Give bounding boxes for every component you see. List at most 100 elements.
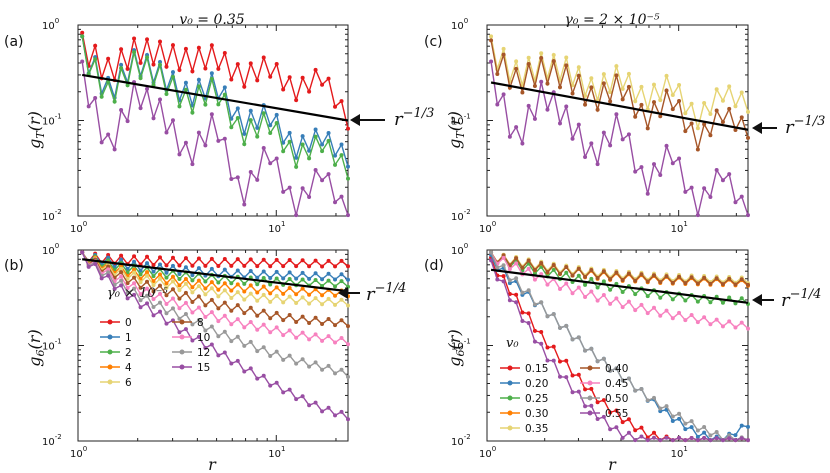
data-point [708, 112, 713, 117]
data-point [601, 414, 606, 419]
data-point [281, 264, 286, 269]
data-point [300, 330, 305, 335]
series-2 [80, 34, 350, 181]
data-point [235, 175, 240, 180]
data-point [229, 361, 234, 366]
data-point [125, 296, 130, 301]
data-point [151, 289, 156, 294]
series-10 [80, 250, 350, 347]
data-point [614, 112, 619, 117]
data-point [196, 334, 201, 339]
data-point [112, 286, 117, 291]
data-point [294, 319, 299, 324]
data-point [595, 400, 600, 405]
data-point [190, 299, 195, 304]
data-point [551, 59, 556, 64]
legend-item: 2 [100, 347, 132, 359]
data-point [583, 295, 588, 300]
data-point [495, 102, 500, 107]
legend-item: 0.25 [500, 393, 548, 405]
series-line [490, 36, 749, 129]
legend-item: 6 [100, 377, 132, 389]
data-point [157, 300, 162, 305]
data-point [261, 345, 266, 350]
data-point [746, 424, 750, 429]
data-point [326, 271, 331, 276]
data-point [633, 308, 638, 313]
data-point [196, 84, 201, 89]
data-point [222, 51, 227, 56]
data-point [339, 279, 344, 284]
data-point [132, 286, 137, 291]
data-point [664, 308, 669, 313]
data-point [242, 142, 247, 147]
data-point [589, 386, 594, 391]
data-point [677, 98, 682, 103]
data-point [157, 255, 162, 260]
data-point [307, 148, 312, 153]
data-point [106, 270, 111, 275]
data-point [520, 310, 525, 315]
data-point [145, 254, 150, 259]
data-point [307, 301, 312, 306]
data-point [658, 114, 663, 119]
legend-label: 8 [197, 317, 204, 329]
data-point [539, 51, 544, 56]
data-point [501, 274, 506, 279]
data-point [545, 107, 550, 112]
data-point [551, 267, 556, 272]
data-point [287, 139, 292, 144]
data-point [333, 371, 338, 376]
data-point [670, 107, 675, 112]
data-point [702, 425, 707, 430]
data-point [145, 86, 150, 91]
data-point [125, 119, 130, 124]
data-point [714, 108, 719, 113]
data-point [614, 366, 619, 371]
data-point [526, 288, 531, 293]
legend-item: 0.45 [580, 378, 628, 390]
data-point [287, 258, 292, 263]
data-point [346, 164, 350, 169]
data-point [235, 282, 240, 287]
data-point [209, 71, 214, 76]
data-point [300, 142, 305, 147]
panel-label: (b) [4, 258, 24, 274]
data-point [99, 140, 104, 145]
data-point [287, 270, 292, 275]
data-point [639, 302, 644, 307]
data-point [626, 299, 631, 304]
data-point [320, 264, 325, 269]
data-point [651, 430, 656, 435]
data-point [595, 298, 600, 303]
data-point [639, 434, 644, 439]
reference-label: r−1/4 [781, 287, 821, 311]
data-point [551, 312, 556, 317]
data-point [576, 122, 581, 127]
data-point [746, 213, 750, 218]
data-point [576, 335, 581, 340]
data-point [346, 324, 350, 329]
reference-arrow [338, 287, 360, 299]
data-point [733, 438, 738, 443]
data-point [677, 411, 682, 416]
data-point [164, 281, 169, 286]
data-point [268, 276, 273, 281]
data-point [125, 66, 130, 71]
data-point [677, 310, 682, 315]
data-point [670, 316, 675, 321]
data-point [683, 427, 688, 432]
data-point [164, 130, 169, 135]
data-point [151, 274, 156, 279]
data-point [626, 417, 631, 422]
data-point [164, 263, 169, 268]
data-point [138, 106, 143, 111]
data-point [564, 323, 569, 328]
data-point [170, 279, 175, 284]
data-point [274, 325, 279, 330]
data-point [733, 104, 738, 109]
data-point [695, 438, 700, 443]
data-point [526, 311, 531, 316]
legend-item: 15 [172, 362, 210, 374]
data-point [645, 191, 650, 196]
